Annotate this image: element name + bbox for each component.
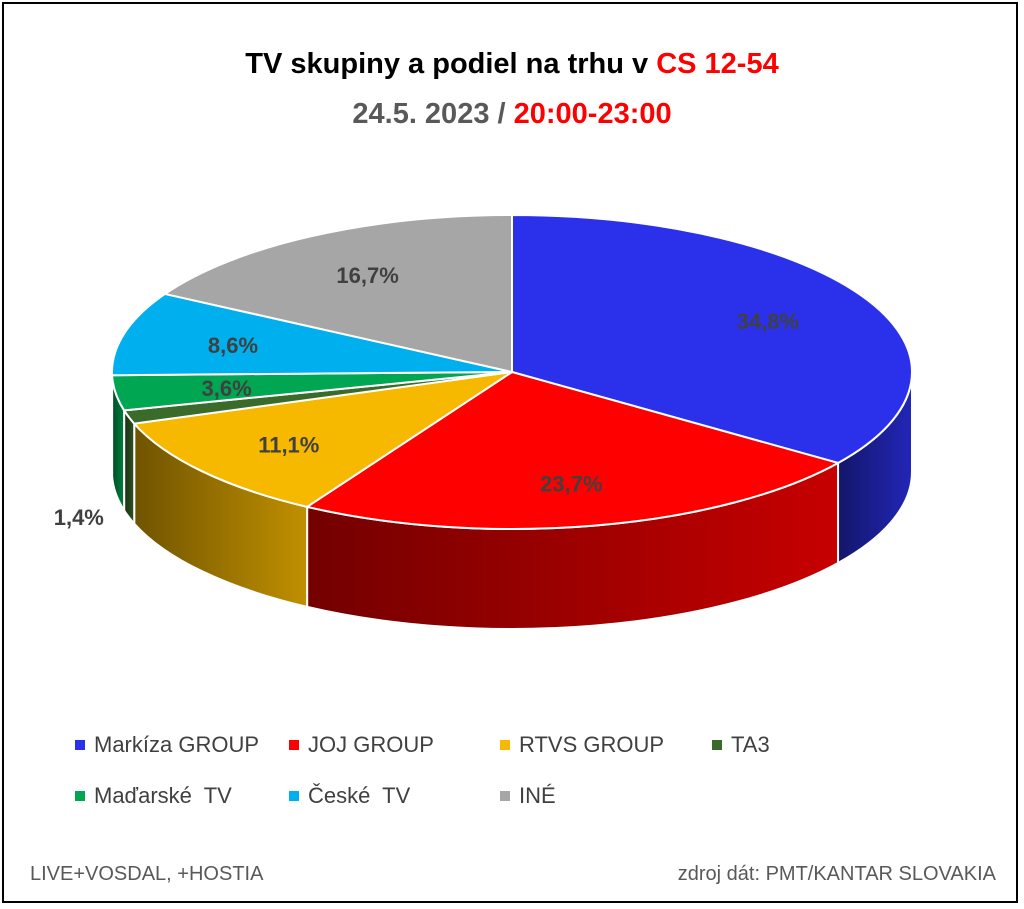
pie-slices — [111, 213, 913, 531]
legend-swatch-markiza-group — [75, 740, 85, 750]
legend-label-rtvs-group: RTVS GROUP — [519, 732, 665, 757]
legend-item-ine: INÉ — [500, 783, 556, 809]
legend-item-rtvs-group: RTVS GROUP — [500, 732, 664, 758]
pie-data-labels: 34,8% 23,7% 11,1% 1,4% 3,6% 8,6% 16,7% — [54, 263, 799, 530]
chart-subtitle-date: 24.5. 2023 / — [352, 98, 514, 130]
pie-slice-markiza-group — [511, 213, 913, 465]
data-label-ta3: 1,4% — [54, 505, 104, 530]
data-label-markiza-group: 34,8% — [737, 309, 799, 334]
legend-item-joj-group: JOJ GROUP — [289, 732, 434, 758]
data-label-madarske-tv: 3,6% — [201, 376, 251, 401]
legend-label-markiza-group: Markíza GROUP — [94, 732, 260, 757]
legend-swatch-ine — [500, 791, 510, 801]
legend-swatch-rtvs-group — [500, 740, 510, 750]
legend-label-ine: INÉ — [519, 783, 556, 808]
pie-slice-ine — [162, 213, 513, 374]
footer-note: LIVE+VOSDAL, +HOSTIA — [30, 863, 264, 885]
legend-label-joj-group: JOJ GROUP — [308, 732, 434, 757]
legend-swatch-madarske-tv — [75, 791, 85, 801]
footer-source: zdroj dát: PMT/KANTAR SLOVAKIA — [677, 863, 996, 885]
chart-title-main: TV skupiny a podiel na trhu v — [245, 48, 657, 80]
legend-label-ta3: TA3 — [731, 732, 770, 757]
data-label-rtvs-group: 11,1% — [258, 432, 319, 457]
chart-subtitle: 24.5. 2023 / 20:00-23:00 — [0, 98, 1024, 131]
legend-label-ceske-tv: České TV — [308, 783, 411, 808]
legend-label-madarske-tv: Maďarské TV — [94, 783, 232, 808]
pie-side-ta3 — [123, 406, 136, 527]
pie-slice-joj-group — [304, 370, 841, 531]
legend-item-markiza-group: Markíza GROUP — [75, 732, 259, 758]
legend-swatch-ta3 — [712, 740, 722, 750]
data-label-joj-group: 23,7% — [540, 472, 602, 497]
pie-slice-rtvs-group — [132, 371, 513, 508]
data-label-ine: 16,7% — [336, 263, 398, 288]
legend-item-ta3: TA3 — [712, 732, 770, 758]
chart-title-highlight: CS 12-54 — [656, 48, 779, 80]
pie-slice-ceske-tv — [111, 292, 513, 377]
legend-swatch-joj-group — [289, 740, 299, 750]
data-label-ceske-tv: 8,6% — [208, 333, 258, 358]
legend-item-ceske-tv: České TV — [289, 783, 410, 809]
legend-item-madarske-tv: Maďarské TV — [75, 783, 232, 809]
chart-subtitle-time: 20:00-23:00 — [513, 98, 672, 130]
chart-title: TV skupiny a podiel na trhu v CS 12-54 — [0, 48, 1024, 81]
legend-swatch-ceske-tv — [289, 791, 299, 801]
